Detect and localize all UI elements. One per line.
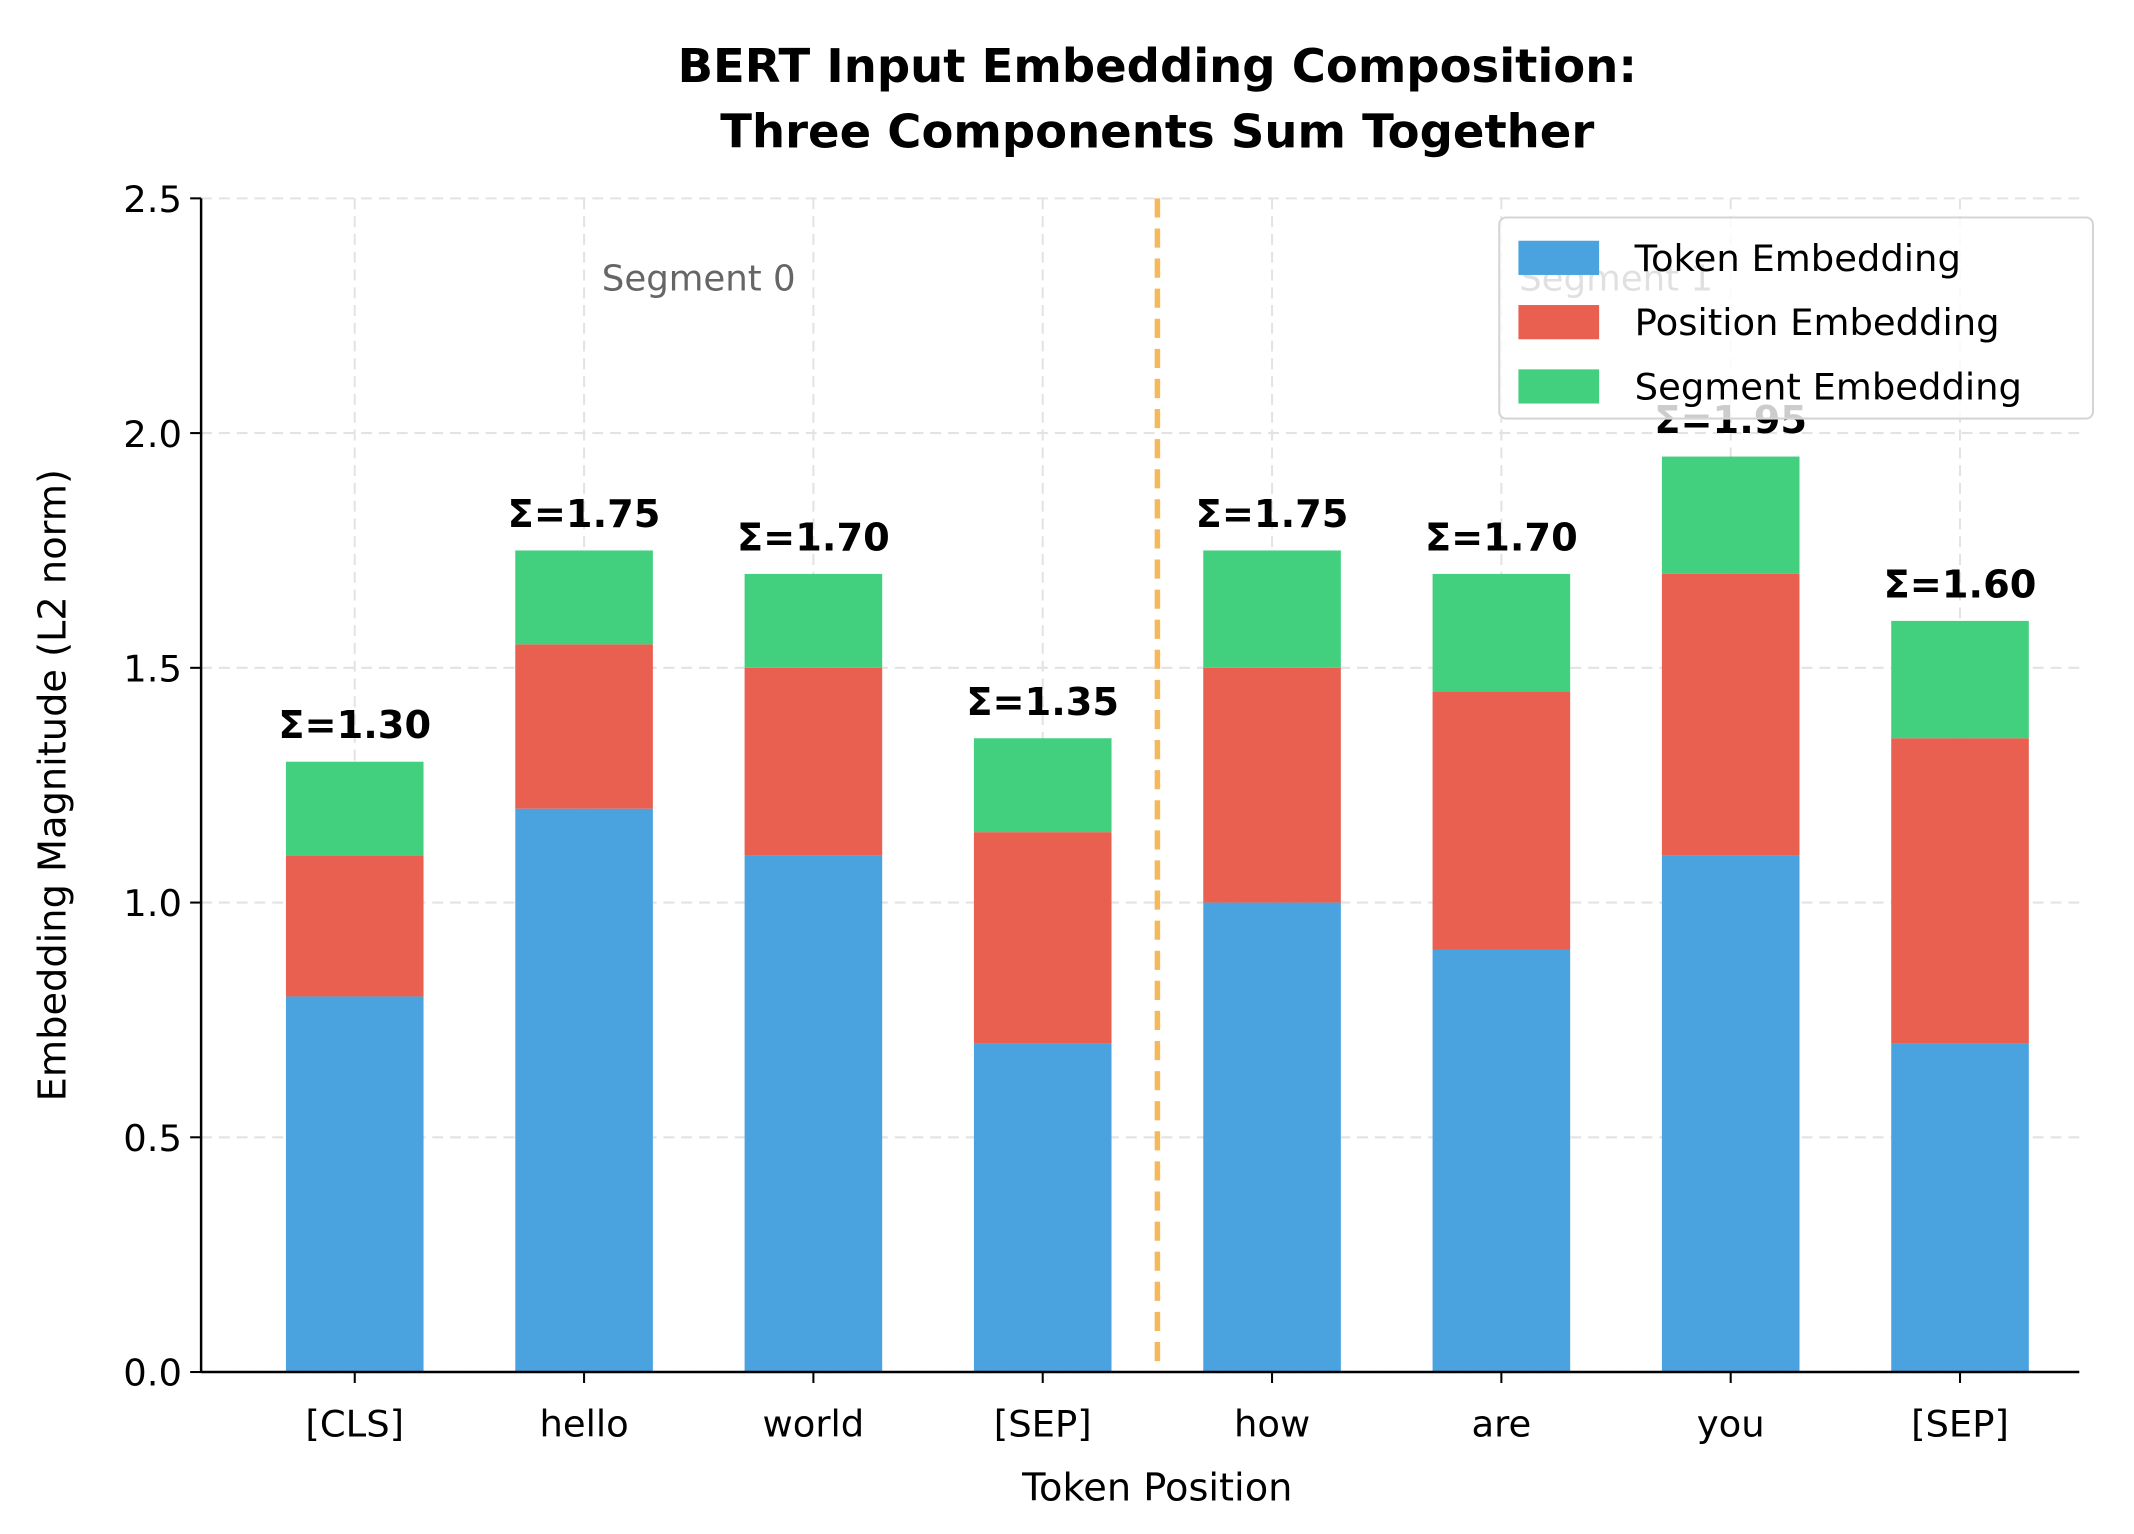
x-tick-label: are bbox=[1472, 1402, 1532, 1445]
total-label: Σ=1.75 bbox=[508, 492, 661, 537]
legend-box bbox=[1498, 216, 2094, 420]
total-label: Σ=1.75 bbox=[1196, 492, 1349, 537]
bar-segment-token-embedding bbox=[1661, 855, 1800, 1373]
bar-segment-token-embedding bbox=[973, 1043, 1112, 1373]
bar-segment-position-embedding bbox=[1661, 573, 1800, 856]
y-axis-label: Embedding Magnitude (L2 norm) bbox=[31, 469, 76, 1101]
bar-segment-segment-embedding bbox=[1661, 456, 1800, 574]
total-label: Σ=1.35 bbox=[966, 680, 1119, 725]
bar-segment-segment-embedding bbox=[1891, 620, 2029, 739]
x-axis-label: Token Position bbox=[1021, 1466, 1292, 1511]
bar-segment-token-embedding bbox=[515, 808, 653, 1373]
bar-segment-position-embedding bbox=[1432, 691, 1571, 950]
bar-segment-segment-embedding bbox=[744, 573, 883, 668]
chart-title-line-2: Three Components Sum Together bbox=[720, 105, 1594, 159]
legend: Token Embedding Position Embedding Segment… bbox=[1498, 216, 2094, 420]
chart-title-line-1: BERT Input Embedding Composition: bbox=[678, 39, 1637, 93]
bar-segment-token-embedding bbox=[1891, 1043, 2029, 1373]
x-tick-label: world bbox=[763, 1402, 865, 1445]
y-tick-label: 0.0 bbox=[123, 1352, 182, 1395]
bar-segment-segment-embedding bbox=[515, 550, 653, 645]
bar-segment-token-embedding bbox=[285, 996, 424, 1373]
x-tick-label: [SEP] bbox=[994, 1402, 1092, 1445]
x-tick-label: hello bbox=[539, 1402, 628, 1445]
legend-swatch bbox=[1518, 240, 1600, 275]
bar-segment-segment-embedding bbox=[285, 761, 424, 856]
bar-segment-segment-embedding bbox=[1432, 573, 1571, 692]
y-tick-label: 1.5 bbox=[123, 648, 182, 691]
y-tick-label: 2.5 bbox=[123, 178, 182, 221]
total-label: Σ=1.60 bbox=[1884, 562, 2037, 607]
bar-segment-position-embedding bbox=[1891, 738, 2029, 1044]
x-tick-label: you bbox=[1697, 1402, 1765, 1445]
x-tick-label: [SEP] bbox=[1911, 1402, 2009, 1445]
bar-segment-token-embedding bbox=[1432, 949, 1571, 1373]
y-tick-label: 0.5 bbox=[123, 1117, 182, 1160]
y-tick-label: 2.0 bbox=[123, 413, 182, 456]
total-label: Σ=1.70 bbox=[1425, 515, 1578, 560]
total-label: Σ=1.70 bbox=[737, 515, 890, 560]
bar-segment-position-embedding bbox=[744, 667, 883, 856]
legend-label: Segment Embedding bbox=[1635, 365, 2022, 408]
legend-swatch bbox=[1518, 369, 1600, 404]
legend-label: Token Embedding bbox=[1634, 237, 1961, 280]
bars bbox=[285, 198, 2029, 1373]
bar-segment-segment-embedding bbox=[973, 738, 1112, 833]
x-tick-label: how bbox=[1234, 1402, 1310, 1445]
bar-segment-position-embedding bbox=[515, 644, 653, 809]
bar-segment-position-embedding bbox=[973, 832, 1112, 1044]
segment-annotation: Segment 0 bbox=[602, 258, 796, 299]
bar-segment-position-embedding bbox=[1203, 667, 1341, 903]
legend-label: Position Embedding bbox=[1635, 301, 2000, 344]
total-labels: Σ=1.30 Σ=1.75 Σ=1.70 Σ=1.35 Σ=1.75 Σ=1.70 Σ=1.… bbox=[278, 398, 2036, 748]
bar-segment-position-embedding bbox=[285, 855, 424, 997]
x-tick-label: [CLS] bbox=[305, 1402, 404, 1445]
bar-segment-segment-embedding bbox=[1203, 550, 1341, 668]
bar-segment-token-embedding bbox=[744, 855, 883, 1373]
bar-segment-token-embedding bbox=[1203, 902, 1341, 1373]
y-tick-label: 1.0 bbox=[123, 882, 182, 925]
total-label: Σ=1.30 bbox=[278, 703, 431, 748]
axes: 0.0 0.5 1.0 1.5 2.0 2.5 [CLS] hello world [SEP] ho… bbox=[123, 178, 2080, 1445]
legend-swatch bbox=[1518, 305, 1600, 340]
